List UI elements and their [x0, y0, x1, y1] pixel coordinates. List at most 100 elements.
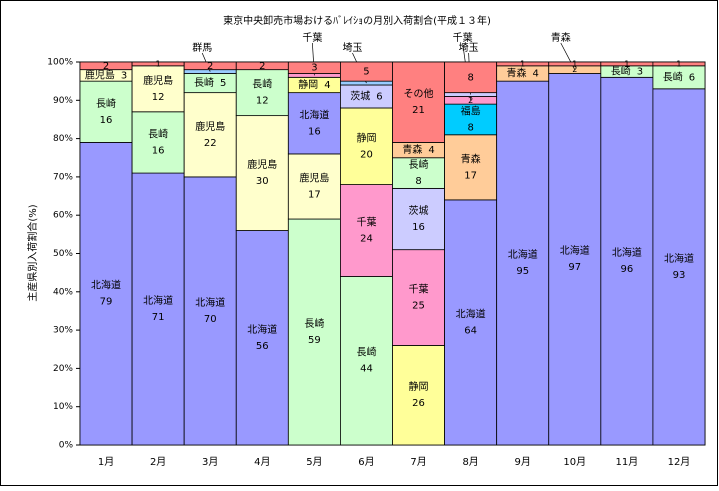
segment-name: 青森	[402, 143, 422, 156]
value-label: 5	[363, 67, 369, 78]
segment-label: 青森 4	[507, 66, 539, 79]
segment-name: 北海道	[299, 108, 329, 121]
value-label: 1	[520, 59, 525, 68]
y-tick-label: 0%	[59, 441, 74, 451]
value-label: 3	[311, 63, 317, 74]
value-label: 79	[100, 297, 113, 308]
segment-name: 北海道	[508, 248, 538, 261]
segment-name: 長崎	[663, 70, 683, 83]
segment-name: 鹿児島	[299, 171, 329, 184]
x-tick-label: 6月	[358, 456, 374, 468]
segment-name: 長崎	[356, 346, 376, 359]
callout-label: 千葉	[302, 31, 322, 44]
value-label: 64	[464, 325, 477, 336]
segment-name: 茨城	[409, 204, 429, 217]
bar-segment	[548, 73, 602, 446]
segment-name: 長崎	[148, 127, 168, 140]
value-label: 16	[100, 115, 113, 126]
x-tick-label: 8月	[462, 456, 478, 468]
value-label: 1	[156, 59, 161, 68]
bar-segment	[79, 142, 133, 446]
x-tick-label: 12月	[668, 456, 691, 468]
value-label: 2	[468, 96, 473, 105]
value-label: 12	[256, 96, 269, 107]
bar-segment	[287, 218, 341, 446]
segment-name: 北海道	[456, 307, 486, 320]
callout-label: 埼玉	[459, 41, 479, 54]
bar-segment	[340, 276, 393, 446]
value-label: 26	[412, 398, 425, 409]
value-label: 6	[376, 91, 382, 102]
segment-name: 千葉	[356, 216, 376, 229]
bar-segment	[183, 176, 237, 446]
x-tick-label: 11月	[616, 456, 639, 468]
segment-label: 長崎 5	[194, 76, 226, 89]
x-tick-label: 9月	[515, 456, 531, 468]
segment-name: 長崎	[194, 76, 214, 89]
value-label: 59	[308, 335, 321, 346]
x-tick-label: 5月	[306, 456, 322, 468]
bar-segment	[392, 249, 445, 346]
callout-label: 青森	[551, 31, 571, 44]
value-label: 1	[572, 59, 577, 68]
segment-name: 青森	[461, 152, 481, 165]
segment-name: 長崎	[304, 317, 324, 330]
x-tick-label: 7月	[410, 456, 426, 468]
x-tick-label: 4月	[254, 456, 270, 468]
segment-name: 北海道	[664, 252, 694, 265]
y-tick-label: 80%	[53, 134, 73, 144]
segment-name: 茨城	[350, 89, 370, 102]
value-label: 22	[204, 138, 217, 149]
value-label: 97	[568, 262, 581, 273]
value-label: 2	[572, 65, 577, 74]
value-label: 8	[415, 176, 421, 187]
x-tick-label: 3月	[202, 456, 218, 468]
value-label: 17	[308, 189, 321, 200]
value-label: 12	[152, 92, 165, 103]
segment-label: 長崎 6	[663, 70, 695, 83]
bar-segment	[444, 61, 498, 94]
value-label: 3	[121, 70, 127, 81]
bar-segment	[392, 345, 445, 446]
chart-title: 東京中央卸売市場おけるﾊﾞﾚｲｼｮの月別入荷割合(平成１３年)	[223, 14, 491, 27]
bar-segment	[652, 61, 706, 67]
bar-segment	[235, 69, 289, 117]
y-axis-label: 主産県別入荷割合(%)	[26, 204, 39, 301]
bar-segment	[183, 92, 237, 178]
value-label: 25	[412, 301, 425, 312]
value-label: 44	[360, 364, 373, 375]
segment-name: 北海道	[560, 244, 590, 257]
value-label: 4	[428, 145, 434, 156]
value-label: 16	[152, 145, 165, 156]
value-label: 21	[412, 105, 425, 116]
value-label: 1	[676, 59, 681, 68]
bar-segment	[131, 65, 185, 113]
segment-name: 静岡	[356, 131, 376, 144]
value-label: 95	[516, 266, 529, 277]
bar-segment	[287, 153, 341, 220]
value-label: 3	[637, 67, 643, 78]
segment-name: 福島	[461, 104, 481, 117]
bar-segment	[444, 134, 498, 201]
value-label: 16	[308, 126, 321, 137]
segment-label: 静岡 4	[298, 78, 330, 91]
value-label: 2	[259, 61, 265, 72]
segment-label: 青森 4	[402, 143, 434, 156]
segment-name: 千葉	[409, 283, 429, 296]
x-tick-label: 1月	[98, 456, 114, 468]
value-label: 6	[689, 72, 695, 83]
bar-segment	[444, 103, 498, 136]
segment-name: その他	[404, 87, 434, 100]
segment-label: 茨城 6	[350, 89, 382, 102]
x-tick-label: 10月	[563, 456, 586, 468]
value-label: 2	[207, 61, 213, 72]
y-tick-label: 50%	[53, 249, 73, 259]
segment-name: 長崎	[252, 78, 272, 91]
value-label: 24	[360, 234, 373, 245]
y-tick-label: 60%	[53, 211, 73, 221]
bar-segment	[340, 107, 393, 185]
bar-segment	[79, 80, 133, 143]
segment-name: 北海道	[247, 323, 277, 336]
bar-segment	[600, 76, 654, 446]
